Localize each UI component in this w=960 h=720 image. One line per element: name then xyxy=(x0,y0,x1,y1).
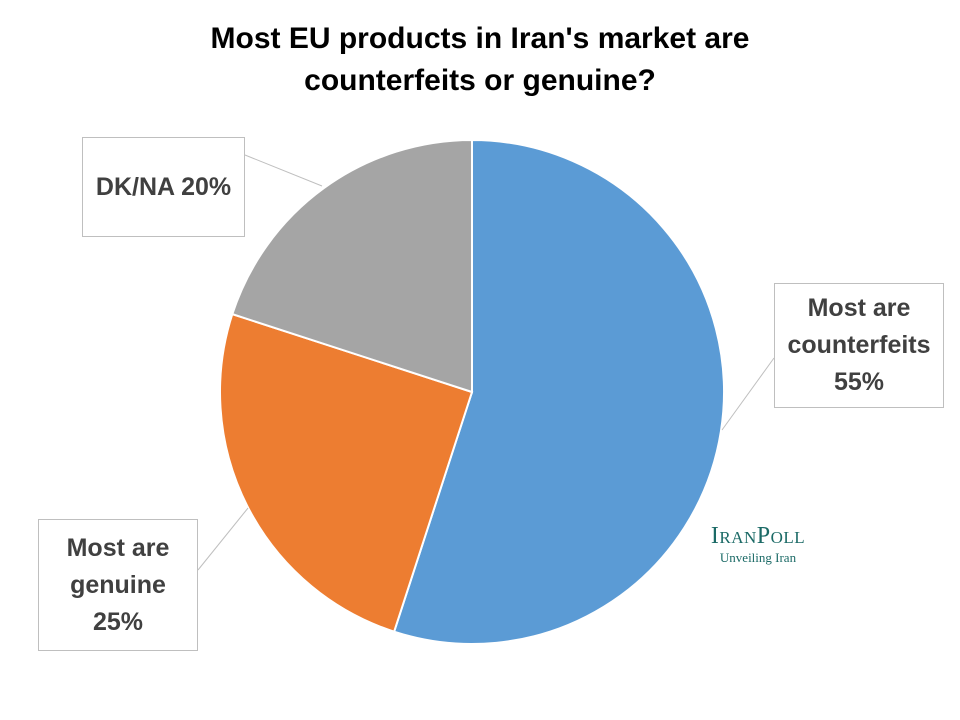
callout-leader-1 xyxy=(197,507,249,571)
chart-title: Most EU products in Iran's market are co… xyxy=(80,18,880,102)
logo-tagline: Unveiling Iran xyxy=(719,550,797,565)
data-label-line: counterfeits xyxy=(787,331,931,359)
data-label-line: Most are xyxy=(66,533,170,562)
logo-name: IranPoll xyxy=(710,523,806,549)
pie-slice-most-are-counterfeits xyxy=(392,138,726,645)
data-label-line: Most are xyxy=(807,294,911,322)
data-label-most-are-counterfeits: Most are counterfeits 55% xyxy=(774,283,944,408)
data-label-line: 25% xyxy=(92,607,144,636)
data-label-most-are-genuine: Most are genuine 25% xyxy=(38,519,198,651)
data-label-line: genuine xyxy=(70,570,166,599)
data-label-line: DK/NA 20% xyxy=(95,172,232,201)
iranpoll-logo: IranPoll Unveiling Iran xyxy=(696,522,820,566)
chart-title-line-1: Most EU products in Iran's market are xyxy=(210,22,750,55)
callout-leader-0 xyxy=(721,357,775,431)
callout-leader-lines xyxy=(197,154,775,571)
data-label-dk-na: DK/NA 20% xyxy=(82,137,245,237)
pie-slice-dk-na xyxy=(231,138,473,394)
callout-leader-2 xyxy=(244,154,323,187)
data-label-line: 55% xyxy=(833,368,885,396)
chart-title-line-2: counterfeits or genuine? xyxy=(304,64,656,97)
pie-slices xyxy=(219,138,726,645)
pie-slice-most-are-genuine xyxy=(219,312,474,633)
